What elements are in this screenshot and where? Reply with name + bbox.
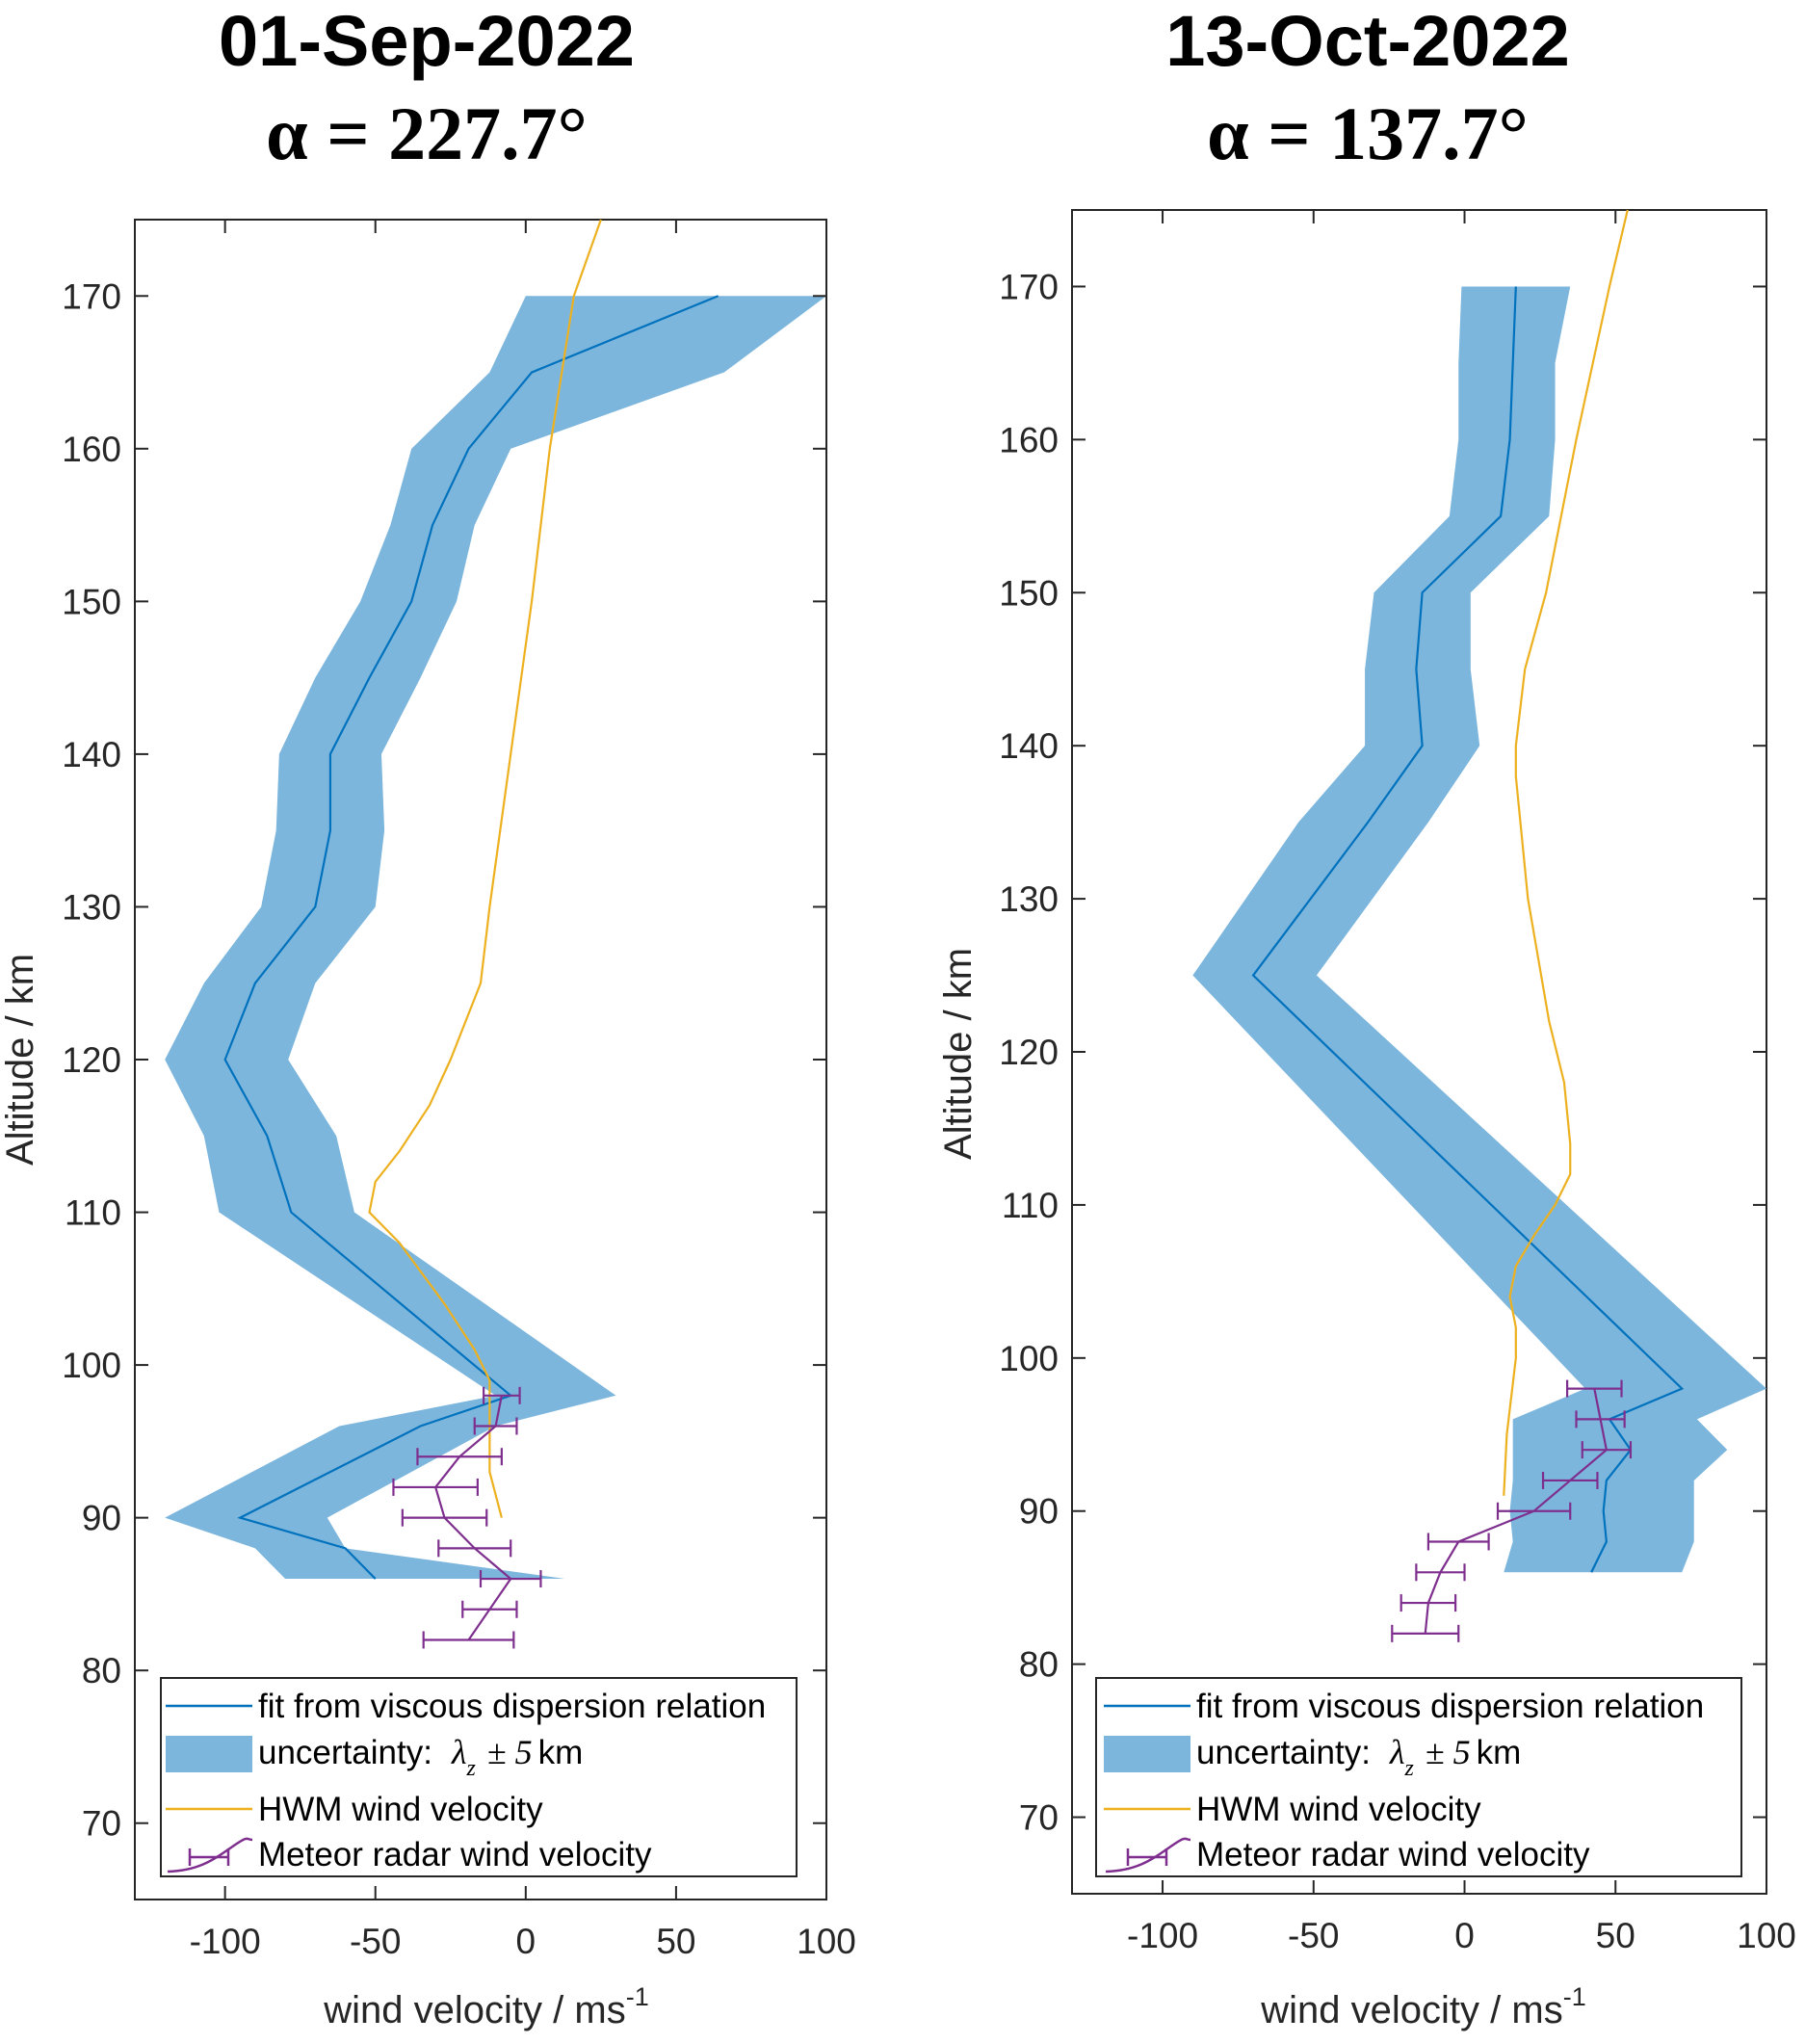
panel-subtitle: α = 227.7° [266,92,588,175]
legend: fit from viscous dispersion relation unc… [1095,1677,1742,1877]
x-tick-label: -50 [1288,1916,1339,1955]
plot-area: 70 80 90 100 110 120 130 140 150 160 170 -100 -50 0 50… [62,219,856,1961]
meteor-errorbar [1496,1502,1572,1520]
meteor-errorbar [422,1631,515,1649]
meteor-errorbar [483,1386,521,1404]
uncertainty-band [1192,286,1766,1573]
legend-uncertainty-label: uncertainty: λz ± 5 km [1196,1733,1521,1781]
y-tick-label: 110 [1002,1186,1059,1225]
y-tick-label: 120 [62,1040,121,1080]
y-tick-label: 80 [1019,1645,1059,1685]
y-tick-label: 150 [62,582,121,621]
y-tick-label: 140 [62,735,121,774]
meteor-errorbar [1581,1441,1633,1459]
fit-line [223,295,719,1580]
chart-panel-oct: 13-Oct-2022 α = 137.7° 70 80 90 100 110 120 13… [937,1,1796,2031]
legend-meteor-swatch [1105,1837,1191,1874]
y-tick-label: 90 [82,1499,121,1538]
y-tick-label: 170 [999,267,1059,306]
meteor-errorbar [392,1478,479,1496]
legend-uncertainty-label: uncertainty: λz ± 5 km [258,1733,583,1781]
meteor-errorbar [401,1508,488,1527]
y-tick-label: 110 [65,1193,121,1233]
panel-title: 01-Sep-2022 [219,1,635,81]
uncertainty-band [165,296,826,1580]
x-tick-label: 0 [516,1922,536,1961]
y-tick-label: 80 [82,1651,121,1690]
plot-area: 70 80 90 100 110 120 130 140 150 160 170 -100 -50 0 50… [999,209,1796,1955]
x-tick-label: -100 [1127,1916,1198,1955]
y-tick-label: 170 [62,276,121,316]
legend-fit-label: fit from viscous dispersion relation [258,1688,766,1725]
panel-subtitle: α = 137.7° [1207,92,1529,175]
legend-meteor-swatch [167,1837,253,1874]
meteor-errorbar [1541,1471,1599,1489]
legend-hwm-label: HWM wind velocity [1196,1791,1481,1828]
x-tick-label: -50 [350,1922,401,1961]
x-axis-label: wind velocity / ms-1 [1260,1982,1585,2031]
y-tick-label: 140 [999,726,1059,766]
hwm-line [1503,209,1629,1496]
x-tick-label: 0 [1454,1916,1475,1955]
panel-title: 13-Oct-2022 [1165,1,1570,81]
legend: fit from viscous dispersion relation unc… [160,1677,798,1877]
y-tick-label: 160 [62,430,121,469]
y-tick-label: 70 [82,1804,121,1844]
legend-band-swatch [1104,1736,1190,1772]
y-tick-label: 160 [999,420,1059,459]
meteor-errorbar [473,1417,518,1435]
meteor-errorbar [1426,1533,1490,1551]
chart-panel-sep: 01-Sep-2022 α = 227.7° 70 80 90 100 110 120 13… [0,1,856,2031]
fit-line [1251,286,1685,1573]
hwm-line [368,219,602,1518]
y-axis-label: Altitude / km [937,948,980,1160]
meteor-errorbar [437,1539,512,1558]
y-tick-label: 130 [62,887,121,927]
y-axis-label: Altitude / km [0,954,41,1166]
meteor-errorbar [1391,1624,1460,1642]
axes-box [1071,209,1767,1895]
meteor-errorbar [479,1570,542,1588]
x-axis-label: wind velocity / ms-1 [323,1982,648,2031]
meteor-errorbar [416,1448,503,1466]
y-tick-label: 90 [1019,1492,1059,1532]
x-tick-label: 50 [656,1922,695,1961]
legend-meteor-label: Meteor radar wind velocity [258,1836,652,1874]
legend-hwm-label: HWM wind velocity [258,1791,543,1828]
x-tick-label: 100 [797,1922,856,1961]
meteor-errorbar [1400,1594,1457,1612]
meteor-errorbar [1575,1410,1626,1428]
x-tick-label: -100 [190,1922,261,1961]
legend-meteor-label: Meteor radar wind velocity [1196,1836,1590,1874]
y-tick-label: 150 [999,573,1059,613]
y-tick-label: 100 [999,1339,1059,1378]
x-tick-label: 100 [1737,1916,1796,1955]
meteor-errorbar [461,1600,518,1618]
y-tick-label: 70 [1019,1798,1059,1838]
legend-fit-label: fit from viscous dispersion relation [1196,1688,1704,1725]
y-tick-label: 130 [999,879,1059,919]
legend-band-swatch [166,1736,252,1772]
y-tick-label: 120 [999,1033,1059,1072]
meteor-errorbar [1415,1563,1466,1582]
meteor-errorbar [1566,1379,1623,1398]
y-tick-label: 100 [62,1346,121,1385]
x-tick-label: 50 [1596,1916,1635,1955]
